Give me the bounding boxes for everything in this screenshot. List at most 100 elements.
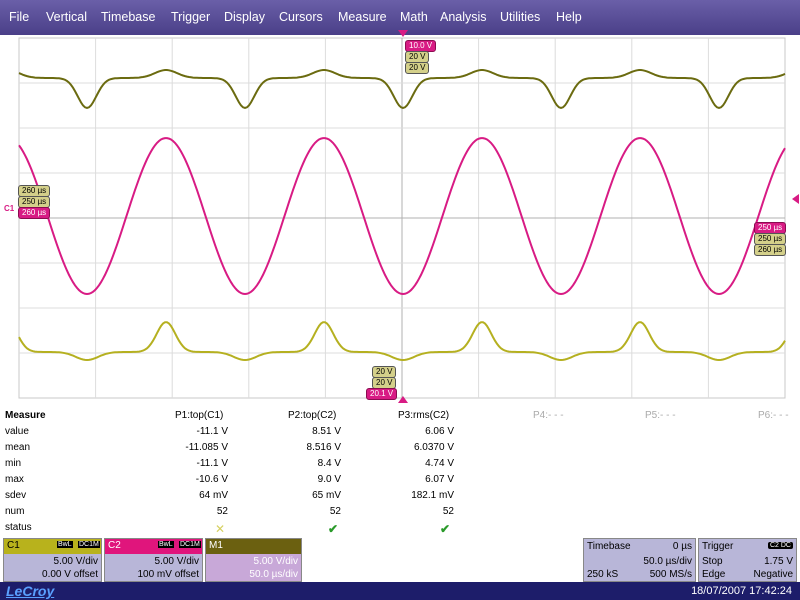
graticule (18, 37, 786, 399)
trigger-time-marker-bottom (398, 396, 408, 403)
measure-value: -11.085 V (185, 442, 228, 453)
timebase-rate: 500 MS/s (649, 569, 692, 580)
measure-row-max: max -10.6 V 9.0 V 6.07 V (0, 474, 800, 490)
datetime: 18/07/2007 17:42:24 (691, 585, 792, 597)
c2-offset: 100 mV offset (137, 569, 199, 580)
measure-value: 6.07 V (425, 474, 454, 485)
c2-dc-badge: DC1M (179, 541, 201, 548)
tag-left-3: 260 µs (18, 207, 51, 219)
status-footer: LeCroy 18/07/2007 17:42:24 (0, 582, 800, 600)
status-row: status ✕ ✔ ✔ (0, 522, 800, 538)
c1-descriptor[interactable]: C1 BwL DC1M 5.00 V/div 0.00 V offset (3, 538, 102, 582)
menu-trigger[interactable]: Trigger (171, 10, 211, 24)
measure-row-label: mean (5, 442, 31, 453)
measure-row-sdev: sdev 64 mV 65 mV 182.1 mV (0, 490, 800, 506)
measure-row-label: max (5, 474, 24, 485)
menu-file[interactable]: File (9, 10, 30, 24)
trigger-slope: Negative (753, 569, 793, 580)
tag-right-3: 260 µs (754, 244, 787, 256)
measure-value: -10.6 V (195, 474, 228, 485)
trigger-level-marker (792, 194, 799, 204)
menu-measure[interactable]: Measure (338, 10, 387, 24)
m1-descriptor[interactable]: M1 5.00 V/div 50.0 µs/div (205, 538, 302, 582)
measure-value: 65 mV (312, 490, 341, 501)
tag-bottom-3: 20.1 V (366, 388, 398, 400)
timebase-samples: 250 kS (587, 569, 619, 580)
channel-marker-label: C1 (4, 204, 15, 213)
measure-row-mean: mean -11.085 V 8.516 V 6.0370 V (0, 442, 800, 458)
measure-value: 52 (216, 506, 228, 517)
timebase-descriptor[interactable]: Timebase 0 µs 50.0 µs/div 250 kS 500 MS/… (583, 538, 696, 582)
tag-top-1: 10.0 V (405, 40, 437, 52)
measure-table: Measure P1:top(C1) P2:top(C2) P3:rms(C2)… (0, 406, 800, 536)
c1-offset: 0.00 V offset (42, 569, 98, 580)
status-p2-ok-icon: ✔ (328, 522, 339, 536)
m1-name: M1 (209, 540, 223, 551)
measure-value: -11.1 V (196, 458, 229, 469)
c1-dc-badge: DC1M (78, 541, 100, 548)
menu-help[interactable]: Help (556, 10, 582, 24)
col-p6[interactable]: P6:- - - (758, 410, 789, 421)
menu-math[interactable]: Math (400, 10, 428, 24)
trigger-time-marker-top (398, 30, 408, 37)
measure-value: -11.1 V (196, 426, 229, 437)
measure-value: 52 (442, 506, 454, 517)
measure-value: 9.0 V (317, 474, 341, 485)
measure-value: 8.51 V (312, 426, 341, 437)
measure-value: 4.74 V (425, 458, 454, 469)
trace-c1-dark (18, 69, 786, 110)
col-p3[interactable]: P3:rms(C2) (398, 410, 450, 421)
menu-bar: File Vertical Timebase Trigger Display C… (0, 0, 800, 35)
measure-value: 8.516 V (306, 442, 341, 453)
measure-row-label: sdev (5, 490, 27, 501)
menu-vertical[interactable]: Vertical (46, 10, 87, 24)
m1-tdiv: 50.0 µs/div (249, 569, 298, 580)
measure-value: 64 mV (199, 490, 228, 501)
measure-header-row: Measure P1:top(C1) P2:top(C2) P3:rms(C2)… (0, 410, 800, 426)
measure-title: Measure (5, 410, 46, 421)
menu-analysis[interactable]: Analysis (440, 10, 487, 24)
c2-descriptor[interactable]: C2 BwL DC1M 5.00 V/div 100 mV offset (104, 538, 203, 582)
menu-timebase[interactable]: Timebase (101, 10, 156, 24)
trigger-level: 1.75 V (764, 556, 793, 567)
tag-top-3: 20 V (405, 62, 430, 74)
measure-row-label: min (5, 458, 22, 469)
m1-vdiv: 5.00 V/div (253, 556, 298, 567)
measure-row-label: num (5, 506, 25, 517)
waveform-display[interactable] (0, 0, 800, 406)
measure-value: 6.0370 V (413, 442, 454, 453)
trigger-descriptor[interactable]: Trigger C2 DC Stop 1.75 V Edge Negative (698, 538, 797, 582)
measure-value: 6.06 V (425, 426, 454, 437)
status-p1-warning-icon: ✕ (215, 522, 226, 536)
timebase-delay: 0 µs (672, 541, 692, 552)
measure-row-num: num 52 52 52 (0, 506, 800, 522)
c1-name: C1 (7, 540, 20, 551)
c1-bw-badge: BwL (57, 541, 73, 548)
trace-c2 (18, 137, 786, 296)
status-p3-ok-icon: ✔ (440, 522, 451, 536)
measure-row-label: value (5, 426, 29, 437)
brand-logo: LeCroy (6, 583, 55, 599)
measure-value: 182.1 mV (411, 490, 454, 501)
measure-value: 52 (329, 506, 341, 517)
menu-cursors[interactable]: Cursors (279, 10, 323, 24)
trigger-type: Edge (702, 569, 726, 580)
c1-vdiv: 5.00 V/div (53, 556, 98, 567)
tag-right-2: 250 µs (754, 233, 787, 245)
col-p4[interactable]: P4:- - - (533, 410, 564, 421)
trace-c1 (18, 321, 786, 362)
col-p2[interactable]: P2:top(C2) (288, 410, 337, 421)
menu-utilities[interactable]: Utilities (500, 10, 541, 24)
trigger-source-badge: C2 DC (767, 542, 793, 549)
col-p1[interactable]: P1:top(C1) (175, 410, 224, 421)
menu-display[interactable]: Display (224, 10, 265, 24)
c2-vdiv: 5.00 V/div (154, 556, 199, 567)
trigger-mode: Stop (702, 556, 723, 567)
measure-row-min: min -11.1 V 8.4 V 4.74 V (0, 458, 800, 474)
channel-panel: C1 BwL DC1M 5.00 V/div 0.00 V offset C2 … (0, 536, 800, 582)
measure-value: 8.4 V (317, 458, 341, 469)
tag-bottom-2: 20 V (372, 377, 397, 389)
col-p5[interactable]: P5:- - - (645, 410, 676, 421)
timebase-tdiv: 50.0 µs/div (643, 556, 692, 567)
status-label: status (5, 522, 32, 533)
